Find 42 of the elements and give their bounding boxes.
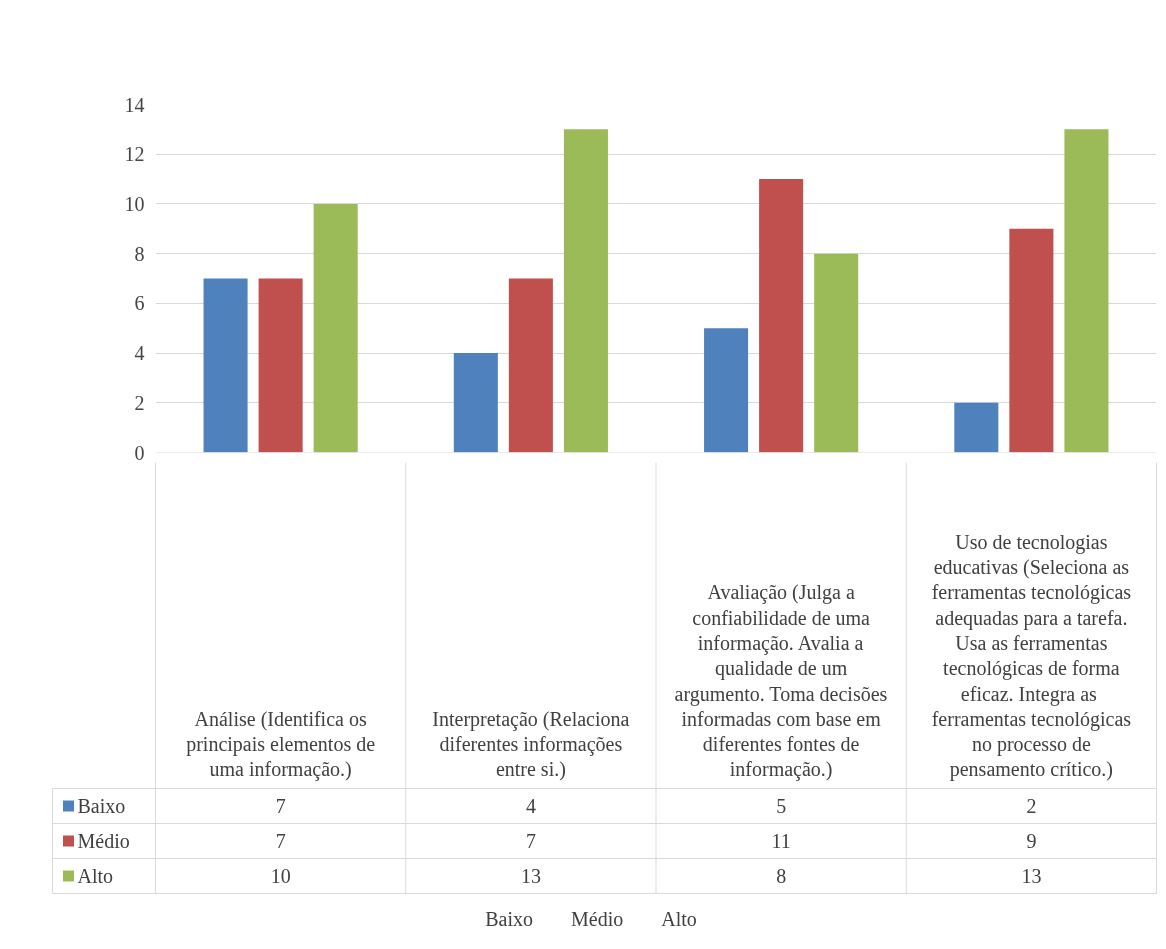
data-label: 7 <box>275 795 286 817</box>
data-label: 7 <box>525 830 536 852</box>
text: Alto <box>661 908 697 930</box>
legend-label: Médio <box>77 830 130 852</box>
data-label: 11 <box>771 830 791 852</box>
y-tick-label: 6 <box>134 292 145 315</box>
y-tick-label: 2 <box>134 391 145 414</box>
data-label: 5 <box>776 795 787 817</box>
y-tick-label: 12 <box>124 143 145 166</box>
legend-label: Alto <box>77 865 114 887</box>
data-label: 8 <box>776 865 787 887</box>
legend-label: Baixo <box>77 795 126 817</box>
data-label: 10 <box>270 865 291 887</box>
x-tick-label: Análise (Identifica os principais elementos de uma informação.) <box>186 707 376 782</box>
y-tick-label: 14 <box>124 93 145 116</box>
text: Médio <box>571 908 624 930</box>
x-tick-label: Interpretação (Relaciona diferentes informações entre si.) <box>432 707 630 782</box>
y-tick-label: 10 <box>124 192 145 215</box>
data-label: 9 <box>1026 830 1037 852</box>
bar <box>1009 228 1054 453</box>
y-tick-label: 8 <box>134 242 145 265</box>
bar <box>704 328 749 453</box>
x-tick-label: Avaliação (Julga a confiabilidade de uma informação. Avalia a qualidade de um argumento. Toma decisões informadas com base em diferentes fontes de informação.) <box>674 581 888 782</box>
bar <box>313 203 358 453</box>
y-tick-label: 0 <box>134 441 145 464</box>
bar <box>814 253 859 453</box>
bar <box>759 179 804 453</box>
bar <box>563 129 608 453</box>
y-tick-label: 4 <box>134 342 145 365</box>
bar <box>453 353 498 453</box>
category-label: Uso de tecnologias educativas (Seleciona as ferramentas tecnológicas adequadas para a tarefa. Usa as ferramentas tecnológicas de forma eficaz. Integra as ferramentas tecnológicas no processo de pensamento crítico.) <box>931 530 1132 781</box>
data-label: 7 <box>275 830 286 852</box>
data-label: 13 <box>1021 865 1042 887</box>
data-label: 2 <box>1026 795 1037 817</box>
bar <box>203 278 248 453</box>
bar <box>508 278 553 453</box>
data-label: 4 <box>525 795 536 817</box>
bar <box>1064 129 1109 453</box>
bar <box>258 278 303 453</box>
bar <box>954 402 999 453</box>
text: Baixo <box>485 908 533 930</box>
data-label: 13 <box>520 865 541 887</box>
